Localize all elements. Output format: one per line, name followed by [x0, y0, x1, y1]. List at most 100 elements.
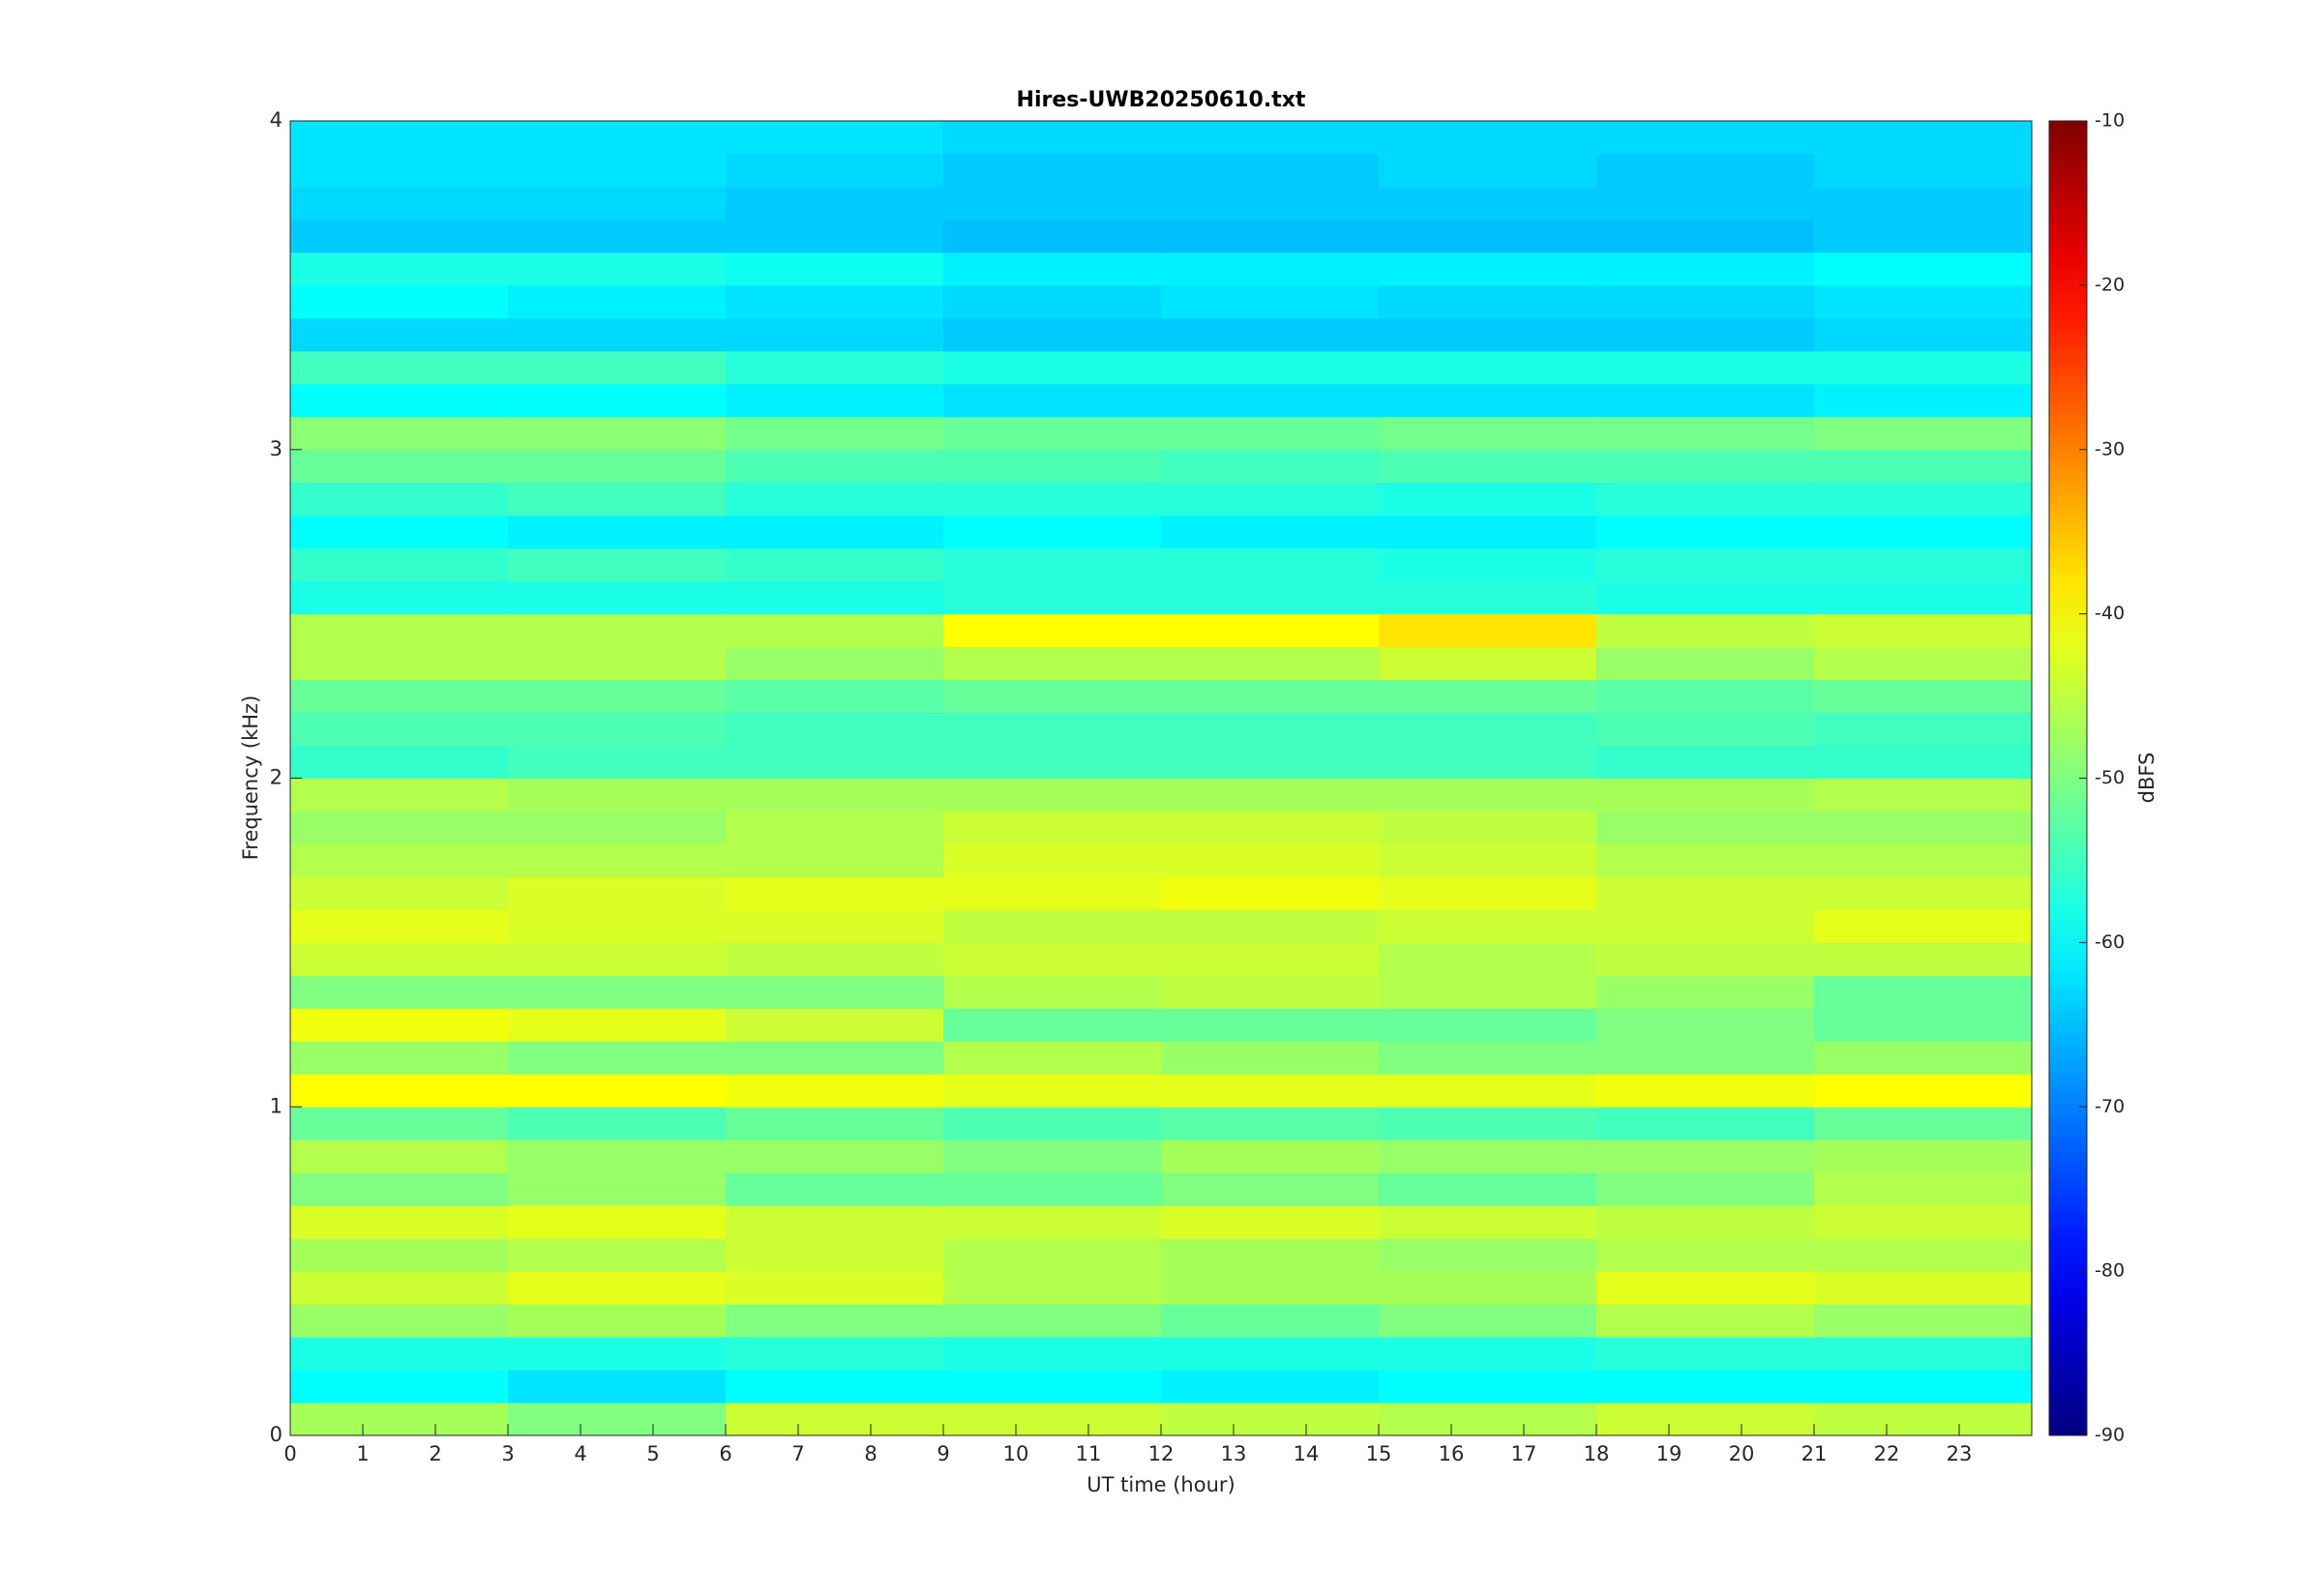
heatmap-cell: [943, 876, 1162, 910]
heatmap-cell: [726, 1074, 944, 1108]
heatmap-cell: [1161, 1008, 1380, 1042]
heatmap-cell: [290, 778, 509, 812]
heatmap-cell: [1814, 876, 2033, 910]
heatmap-cell: [726, 843, 944, 877]
heatmap-cell: [943, 350, 1162, 385]
heatmap-cell: [508, 547, 727, 582]
heatmap-cell: [290, 745, 509, 779]
heatmap-cell: [943, 975, 1162, 1009]
heatmap-cell: [508, 350, 727, 385]
heatmap-cell: [508, 580, 727, 615]
x-tick-label: 11: [1076, 1442, 1102, 1465]
heatmap-cell: [943, 580, 1162, 615]
heatmap-cell: [1814, 153, 2033, 188]
heatmap-cell: [290, 1205, 509, 1239]
heatmap-cell: [290, 515, 509, 549]
heatmap-cell: [508, 251, 727, 286]
heatmap-cell: [1379, 350, 1597, 385]
heatmap-cell: [1161, 613, 1380, 648]
heatmap-cell: [1814, 186, 2033, 221]
heatmap-cell: [943, 712, 1162, 747]
heatmap-cell: [290, 1074, 509, 1108]
heatmap-cell: [726, 317, 944, 352]
heatmap-cell: [1814, 712, 2033, 747]
heatmap-cell: [1814, 515, 2033, 549]
heatmap-cell: [508, 1139, 727, 1173]
heatmap-cell: [508, 1008, 727, 1042]
x-tick-label: 17: [1511, 1442, 1537, 1465]
heatmap-cell: [1161, 1205, 1380, 1239]
heatmap-cell: [1596, 284, 1815, 319]
heatmap-cell: [943, 1074, 1162, 1108]
heatmap-cell: [943, 1403, 1162, 1436]
heatmap-cell: [943, 1139, 1162, 1173]
heatmap-cell: [1379, 1107, 1597, 1140]
heatmap-cell: [726, 449, 944, 484]
heatmap-cell: [726, 350, 944, 385]
heatmap-cell: [1379, 1337, 1597, 1371]
heatmap-cell: [943, 1172, 1162, 1206]
heatmap-cell: [726, 1205, 944, 1239]
heatmap-cell: [943, 613, 1162, 648]
heatmap-cell: [290, 942, 509, 976]
x-tick-label: 23: [1947, 1442, 1973, 1465]
heatmap-cell: [1161, 1403, 1380, 1436]
heatmap-cell: [508, 646, 727, 681]
heatmap-cell: [508, 1271, 727, 1305]
heatmap-cell: [1814, 580, 2033, 615]
heatmap-cell: [1161, 909, 1380, 943]
heatmap-cell: [726, 580, 944, 615]
heatmap-cell: [943, 942, 1162, 976]
heatmap-cell: [1596, 482, 1815, 517]
heatmap-cell: [1814, 416, 2033, 451]
heatmap-cell: [1814, 613, 2033, 648]
heatmap-cell: [1596, 153, 1815, 188]
heatmap-cell: [1161, 121, 1380, 155]
heatmap-cell: [1814, 1074, 2033, 1108]
colorbar-tick-label: -70: [2095, 1096, 2125, 1117]
heatmap-cell: [1596, 1107, 1815, 1140]
heatmap-cell: [726, 975, 944, 1009]
heatmap-cell: [1379, 1370, 1597, 1404]
heatmap-cell: [1379, 186, 1597, 221]
heatmap-cell: [1596, 186, 1815, 221]
heatmap-cell: [1161, 778, 1380, 812]
heatmap-cell: [1379, 679, 1597, 714]
heatmap-cell: [1161, 876, 1380, 910]
heatmap-cell: [726, 121, 944, 155]
heatmap-cell: [1814, 1107, 2033, 1140]
heatmap-cell: [726, 284, 944, 319]
heatmap-cell: [1161, 646, 1380, 681]
heatmap-cell: [1161, 745, 1380, 779]
heatmap-cell: [508, 383, 727, 418]
heatmap-cell: [943, 679, 1162, 714]
heatmap-cell: [508, 843, 727, 877]
chart-title: Hires-UWB20250610.txt: [1017, 88, 1306, 112]
colorbar-tick-label: -20: [2095, 274, 2125, 295]
heatmap-cell: [290, 1172, 509, 1206]
heatmap-cell: [1379, 1403, 1597, 1436]
heatmap-cell: [1161, 942, 1380, 976]
heatmap-cell: [1596, 646, 1815, 681]
heatmap-cell: [726, 1337, 944, 1371]
heatmap-cell: [726, 383, 944, 418]
heatmap-cell: [1596, 1403, 1815, 1436]
heatmap-cell: [1596, 942, 1815, 976]
heatmap-cell: [1814, 1403, 2033, 1436]
heatmap-cell: [1161, 1107, 1380, 1140]
heatmap-cell: [1596, 383, 1815, 418]
heatmap-cell: [1596, 1074, 1815, 1108]
x-tick-label: 15: [1366, 1442, 1392, 1465]
heatmap-cell: [1161, 219, 1380, 253]
y-axis-label: Frequency (kHz): [239, 695, 262, 861]
x-tick-label: 21: [1801, 1442, 1828, 1465]
heatmap-cell: [943, 1271, 1162, 1305]
heatmap-cell: [1379, 613, 1597, 648]
heatmap-cell: [1596, 515, 1815, 549]
heatmap-cell: [1814, 482, 2033, 517]
heatmap-cell: [508, 1370, 727, 1404]
heatmap-cell: [1161, 515, 1380, 549]
heatmap-cell: [290, 482, 509, 517]
heatmap-cell: [508, 876, 727, 910]
heatmap-cell: [508, 219, 727, 253]
